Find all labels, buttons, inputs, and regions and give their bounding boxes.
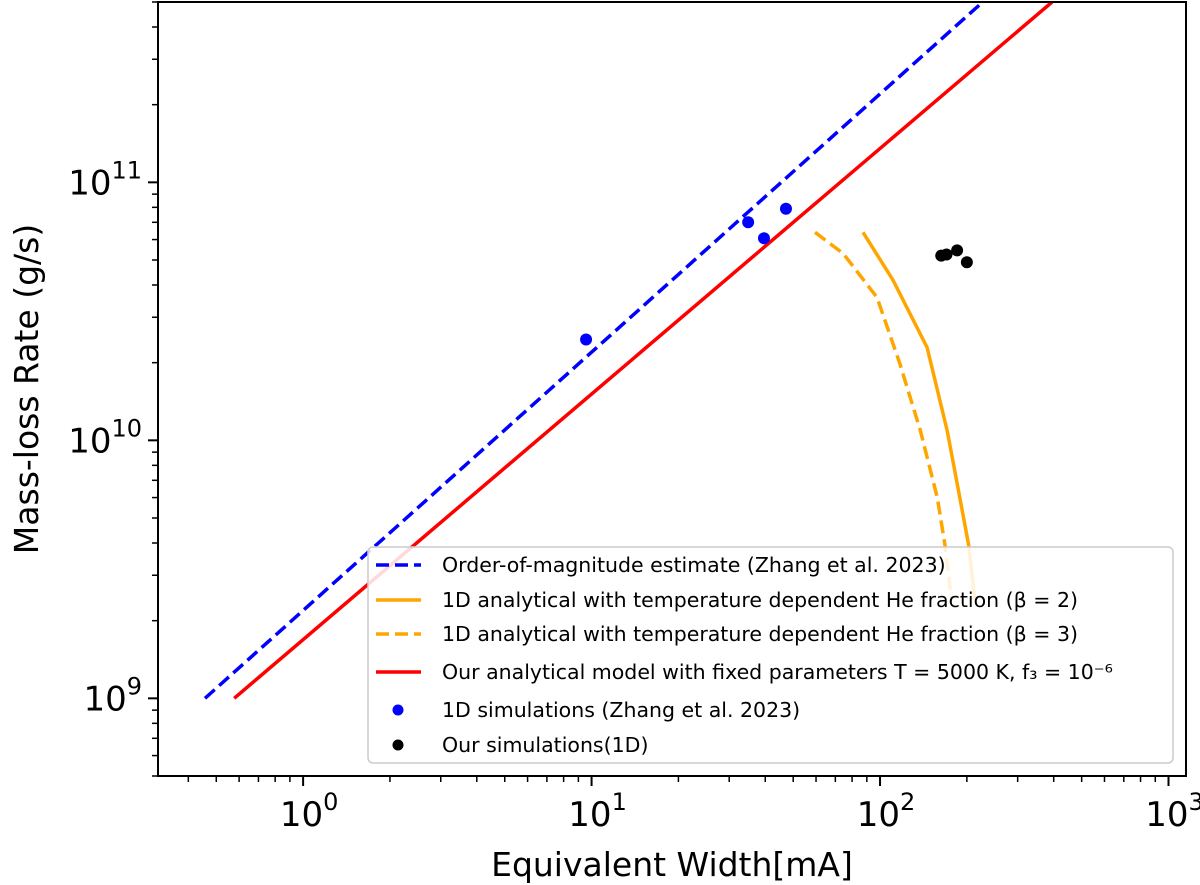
scatter-point-4 [580,333,593,346]
scatter-point-5 [960,256,973,269]
scatter-point-4 [779,202,792,215]
legend-swatch [392,739,404,751]
legend-label: 1D simulations (Zhang et al. 2023) [442,698,800,722]
legend-label: Our analytical model with fixed paramete… [442,660,1113,684]
legend-label: Our simulations(1D) [442,733,648,757]
y-axis-label: Mass-loss Rate (g/s) [7,224,46,554]
legend: Order-of-magnitude estimate (Zhang et al… [367,546,1174,764]
x-tick-label: 102 [857,788,916,835]
legend-label: 1D analytical with temperature dependent… [442,622,1078,646]
scatter-point-4 [742,216,755,229]
x-tick-label: 100 [280,788,339,835]
legend-label: Order-of-magnitude estimate (Zhang et al… [442,553,946,577]
x-axis-label: Equivalent Width[mA] [491,845,853,884]
scatter-point-5 [940,248,953,261]
y-tick-label: 1011 [68,156,142,203]
series-line-2 [813,230,954,601]
y-tick-label: 1010 [68,414,142,461]
scatter-point-4 [757,232,770,245]
x-tick-label: 101 [568,788,627,835]
y-tick-label: 109 [83,672,142,719]
legend-swatch [392,704,404,716]
major-ticks: 100 101 102 103 109 1010 1011 [68,156,1200,835]
plot-frame [157,1,1187,777]
series-line-1 [861,231,977,601]
series-line-0 [203,2,984,700]
legend-frame [367,546,1174,764]
scatter-point-5 [951,244,964,257]
legend-label: 1D analytical with temperature dependent… [442,588,1078,612]
x-tick-label: 103 [1145,788,1200,835]
